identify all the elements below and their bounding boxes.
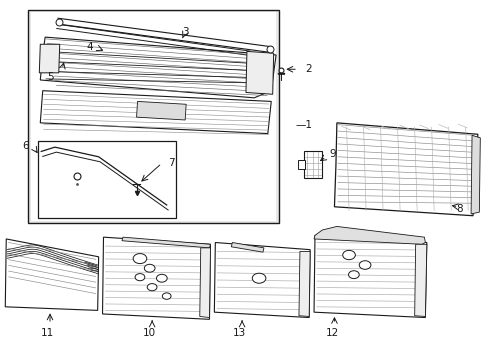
Polygon shape (200, 248, 210, 318)
Polygon shape (414, 244, 426, 316)
Polygon shape (122, 237, 210, 248)
Text: 3: 3 (182, 27, 188, 37)
Circle shape (252, 273, 265, 283)
Polygon shape (245, 51, 273, 94)
Text: 7: 7 (167, 158, 174, 168)
Polygon shape (102, 237, 210, 319)
Polygon shape (470, 135, 479, 214)
Text: 12: 12 (325, 328, 338, 338)
Polygon shape (297, 160, 304, 169)
Text: 2: 2 (305, 64, 311, 74)
Polygon shape (334, 123, 477, 216)
Circle shape (342, 250, 355, 260)
Circle shape (144, 264, 155, 272)
Circle shape (348, 271, 359, 279)
Text: 13: 13 (233, 328, 246, 338)
Polygon shape (39, 44, 60, 73)
Circle shape (135, 274, 144, 281)
Text: —1: —1 (295, 120, 312, 130)
Polygon shape (136, 102, 186, 120)
Bar (30, 12, 276, 221)
Polygon shape (313, 226, 425, 244)
Circle shape (133, 253, 146, 264)
Text: 10: 10 (143, 328, 156, 338)
Polygon shape (313, 235, 426, 318)
Polygon shape (298, 251, 309, 316)
Circle shape (156, 274, 167, 282)
Text: 8: 8 (455, 204, 462, 214)
Polygon shape (40, 91, 271, 134)
Polygon shape (303, 152, 322, 178)
Polygon shape (5, 239, 99, 310)
Circle shape (359, 261, 370, 269)
Text: 5: 5 (47, 72, 54, 82)
Polygon shape (40, 37, 276, 98)
Circle shape (147, 284, 157, 291)
Bar (28, 10, 278, 223)
Text: 4: 4 (86, 42, 93, 52)
Text: 11: 11 (41, 328, 54, 338)
Polygon shape (231, 243, 264, 252)
Text: 9: 9 (329, 149, 336, 159)
Bar (38, 141, 176, 217)
Polygon shape (214, 243, 309, 318)
Text: 6: 6 (22, 141, 29, 151)
Circle shape (162, 293, 171, 299)
